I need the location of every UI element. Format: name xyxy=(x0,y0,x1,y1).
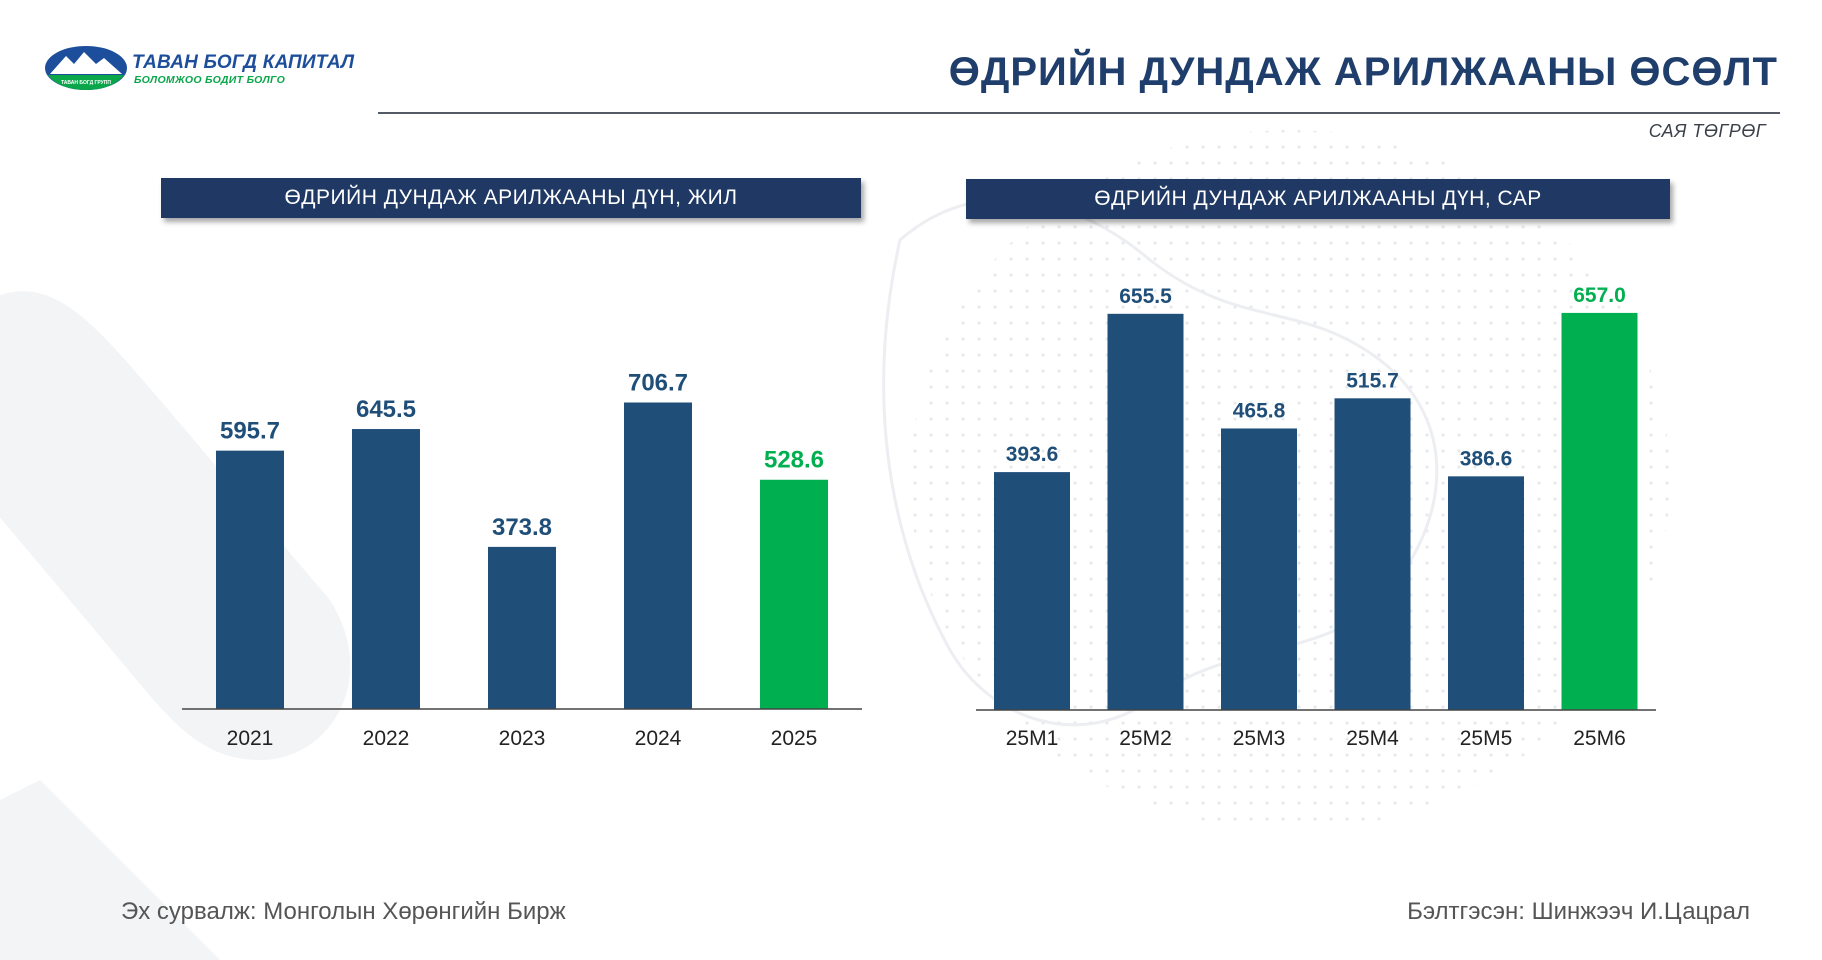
prepared-by-note: Бэлтгэсэн: Шинжээч И.Цацрал xyxy=(1407,898,1750,925)
yearly-bar-2021 xyxy=(216,450,284,709)
monthly-tick-label-25m3: 25M3 xyxy=(1233,727,1286,750)
monthly-value-label-25m4: 515.7 xyxy=(1346,369,1399,392)
yearly-bar-chart: 595.7 2021 645.5 2022 373.8 2023 706.7 2024 528.… xyxy=(182,370,862,750)
monthly-value-label-25m1: 393.6 xyxy=(1006,443,1059,466)
mountain-logo-icon: ТАВАН БОГД ГРУПП xyxy=(45,46,127,90)
yearly-tick-label-2025: 2025 xyxy=(771,727,818,750)
monthly-bar-chart: 393.6 25M1 655.5 25M2 465.8 25M3 515.7 25M4 386.… xyxy=(976,284,1656,750)
logo-tagline: БОЛОМЖОО БОДИТ БОЛГО xyxy=(134,74,286,86)
monthly-bar-25m4 xyxy=(1334,398,1411,710)
yearly-value-label-2021: 595.7 xyxy=(220,418,280,445)
yearly-tick-label-2023: 2023 xyxy=(499,727,546,750)
source-note: Эх сурвалж: Монголын Хөрөнгийн Бирж xyxy=(121,898,566,925)
logo-name: ТАВАН БОГД КАПИТАЛ xyxy=(132,52,355,73)
monthly-bar-25m5 xyxy=(1448,476,1524,710)
yearly-bar-2022 xyxy=(352,429,420,709)
monthly-tick-label-25m2: 25M2 xyxy=(1119,727,1172,750)
monthly-chart-title: ӨДРИЙН ДУНДАЖ АРИЛЖААНЫ ДҮН, САР xyxy=(966,179,1670,219)
monthly-bar-25m2 xyxy=(1107,313,1184,710)
yearly-tick-label-2021: 2021 xyxy=(227,727,274,750)
monthly-bar-25m6 xyxy=(1561,312,1638,710)
monthly-value-label-25m5: 386.6 xyxy=(1460,447,1513,470)
monthly-tick-label-25m6: 25M6 xyxy=(1573,727,1626,750)
monthly-tick-label-25m4: 25M4 xyxy=(1346,727,1399,750)
page-title: ӨДРИЙН ДУНДАЖ АРИЛЖААНЫ ӨСӨЛТ xyxy=(948,50,1778,94)
title-divider xyxy=(378,112,1780,114)
monthly-value-label-25m2: 655.5 xyxy=(1119,285,1172,308)
yearly-value-label-2022: 645.5 xyxy=(356,396,416,423)
logo-mark-text: ТАВАН БОГД ГРУПП xyxy=(61,80,111,86)
yearly-value-label-2024: 706.7 xyxy=(628,370,688,397)
yearly-chart-title: ӨДРИЙН ДУНДАЖ АРИЛЖААНЫ ДҮН, ЖИЛ xyxy=(161,178,861,218)
yearly-value-label-2023: 373.8 xyxy=(492,514,552,541)
yearly-bar-2023 xyxy=(488,546,556,709)
yearly-bar-2024 xyxy=(624,402,692,709)
company-logo: ТАВАН БОГД ГРУПП ТАВАН БОГД КАПИТАЛ БОЛО… xyxy=(44,44,354,94)
yearly-tick-label-2022: 2022 xyxy=(363,727,410,750)
yearly-bar-2025 xyxy=(760,479,828,709)
yearly-tick-label-2024: 2024 xyxy=(635,727,682,750)
unit-label: САЯ ТӨГРӨГ xyxy=(1648,121,1766,141)
monthly-tick-label-25m5: 25M5 xyxy=(1460,727,1513,750)
monthly-value-label-25m3: 465.8 xyxy=(1233,399,1286,422)
yearly-value-label-2025: 528.6 xyxy=(764,447,824,474)
monthly-value-label-25m6: 657.0 xyxy=(1573,284,1626,307)
monthly-tick-label-25m1: 25M1 xyxy=(1006,727,1059,750)
monthly-bar-25m3 xyxy=(1221,428,1297,710)
monthly-bar-25m1 xyxy=(994,472,1070,710)
